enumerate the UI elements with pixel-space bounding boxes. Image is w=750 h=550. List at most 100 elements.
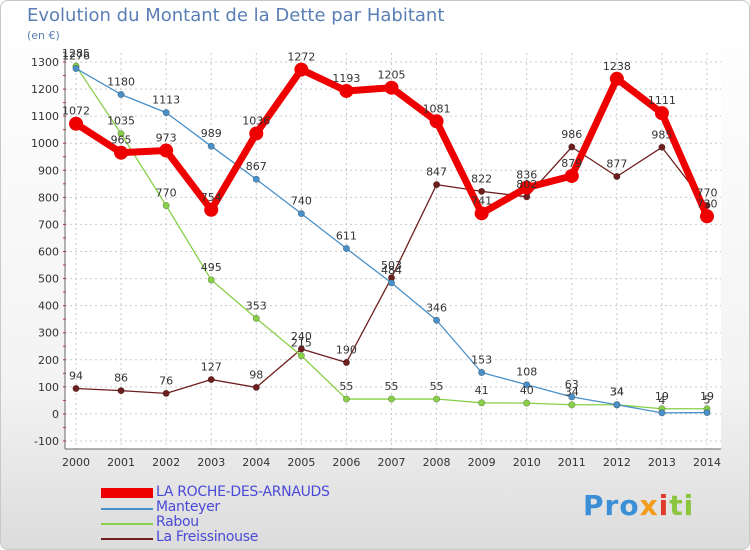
data-point <box>613 401 621 409</box>
legend-swatch <box>101 508 153 510</box>
data-point <box>387 279 395 287</box>
data-point <box>294 62 309 77</box>
data-label: 4 <box>658 394 665 407</box>
y-tick-label: 1200 <box>31 83 59 96</box>
data-label: 770 <box>697 186 718 199</box>
data-point <box>72 384 80 392</box>
data-point <box>342 245 350 253</box>
y-tick-label: 800 <box>38 191 59 204</box>
data-label: 98 <box>249 368 263 381</box>
x-tick-label: 2012 <box>603 456 631 469</box>
data-point <box>252 383 260 391</box>
data-label: 55 <box>385 380 399 393</box>
data-point <box>342 358 350 366</box>
data-point <box>117 90 125 98</box>
data-point <box>609 71 624 86</box>
data-label: 847 <box>426 166 447 179</box>
data-label: 34 <box>610 386 624 399</box>
data-label: 822 <box>471 172 492 185</box>
data-point <box>519 180 534 195</box>
data-label: 353 <box>246 299 267 312</box>
data-point <box>252 314 260 322</box>
data-label: 503 <box>381 259 402 272</box>
data-label: 802 <box>516 178 537 191</box>
data-label: 41 <box>475 384 489 397</box>
data-label: 1036 <box>242 114 270 127</box>
y-tick-label: 900 <box>38 164 59 177</box>
x-tick-label: 2000 <box>62 456 90 469</box>
data-point <box>433 316 441 324</box>
data-point <box>162 109 170 117</box>
data-point <box>474 206 489 221</box>
data-label: 1193 <box>332 72 360 85</box>
legend-swatch <box>101 538 153 540</box>
data-label: 867 <box>246 160 267 173</box>
data-label: 741 <box>471 194 492 207</box>
data-point <box>297 210 305 218</box>
data-point <box>433 181 441 189</box>
data-point <box>207 276 215 284</box>
data-label: 190 <box>336 343 357 356</box>
data-label: 76 <box>159 374 173 387</box>
data-label: 1276 <box>62 49 90 62</box>
data-point <box>297 345 305 353</box>
data-point <box>249 126 264 141</box>
data-label: 5 <box>704 394 711 407</box>
data-label: 973 <box>156 132 177 145</box>
data-label: 770 <box>156 186 177 199</box>
data-label: 1272 <box>287 51 315 64</box>
chart-title: Evolution du Montant de la Dette par Hab… <box>27 5 445 26</box>
data-point <box>523 381 531 389</box>
legend-label: LA ROCHE-DES-ARNAUDS <box>156 484 330 500</box>
y-tick-label: 1100 <box>31 110 59 123</box>
data-label: 611 <box>336 230 357 243</box>
x-tick-label: 2008 <box>423 456 451 469</box>
data-label: 1081 <box>423 102 451 115</box>
data-point <box>568 143 576 151</box>
data-label: 836 <box>516 169 537 182</box>
data-label: 108 <box>516 366 537 379</box>
x-tick-label: 2014 <box>693 456 721 469</box>
data-point <box>204 202 219 217</box>
data-point <box>700 209 714 224</box>
legend-label: Manteyer <box>156 499 220 515</box>
data-label: 34 <box>610 386 624 399</box>
data-label: 19 <box>700 390 714 403</box>
data-label: 1238 <box>603 60 631 73</box>
data-point <box>564 168 579 183</box>
data-point <box>207 142 215 150</box>
data-point <box>207 376 215 384</box>
data-label: 1113 <box>152 94 180 107</box>
data-point <box>339 83 354 98</box>
data-label: 1205 <box>378 69 406 82</box>
y-tick-label: 1000 <box>31 137 59 150</box>
chart-subtitle: (en €) <box>27 29 60 42</box>
data-point <box>429 114 444 129</box>
data-label: 153 <box>471 354 492 367</box>
data-point <box>703 409 711 417</box>
y-tick-label: 400 <box>38 300 59 313</box>
legend-label: Rabou <box>156 514 199 530</box>
x-tick-label: 2004 <box>242 456 270 469</box>
x-tick-label: 2002 <box>152 456 180 469</box>
data-point <box>162 389 170 397</box>
data-point <box>658 143 666 151</box>
data-label: 985 <box>651 128 672 141</box>
data-point <box>342 395 350 403</box>
data-point <box>654 106 669 121</box>
data-label: 1111 <box>648 94 676 107</box>
y-tick-label: 700 <box>38 218 59 231</box>
data-label: 63 <box>565 378 579 391</box>
data-label: 730 <box>697 197 718 210</box>
data-point <box>613 173 621 181</box>
data-point <box>69 116 83 131</box>
y-tick-label: 600 <box>38 246 59 259</box>
y-tick-label: 500 <box>38 273 59 286</box>
x-tick-label: 2009 <box>468 456 496 469</box>
data-label: 495 <box>201 261 222 274</box>
data-point <box>658 409 666 417</box>
y-tick-label: 100 <box>38 381 59 394</box>
data-label: 740 <box>291 195 312 208</box>
data-point <box>433 395 441 403</box>
